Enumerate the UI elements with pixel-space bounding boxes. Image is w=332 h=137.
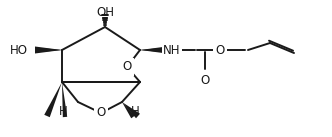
Polygon shape [122,102,135,118]
Text: H: H [130,105,139,118]
Polygon shape [35,46,62,54]
Text: NH: NH [163,44,181,56]
Polygon shape [62,82,67,117]
Polygon shape [122,102,140,118]
Text: O: O [123,61,131,73]
Polygon shape [140,47,163,53]
Polygon shape [44,82,62,117]
Text: O: O [201,74,209,87]
Polygon shape [140,48,163,52]
Text: O: O [96,106,106,119]
Polygon shape [35,48,62,52]
Text: HO: HO [10,44,28,56]
Text: O: O [215,44,225,56]
Text: H: H [59,105,67,118]
Text: OH: OH [96,6,114,19]
